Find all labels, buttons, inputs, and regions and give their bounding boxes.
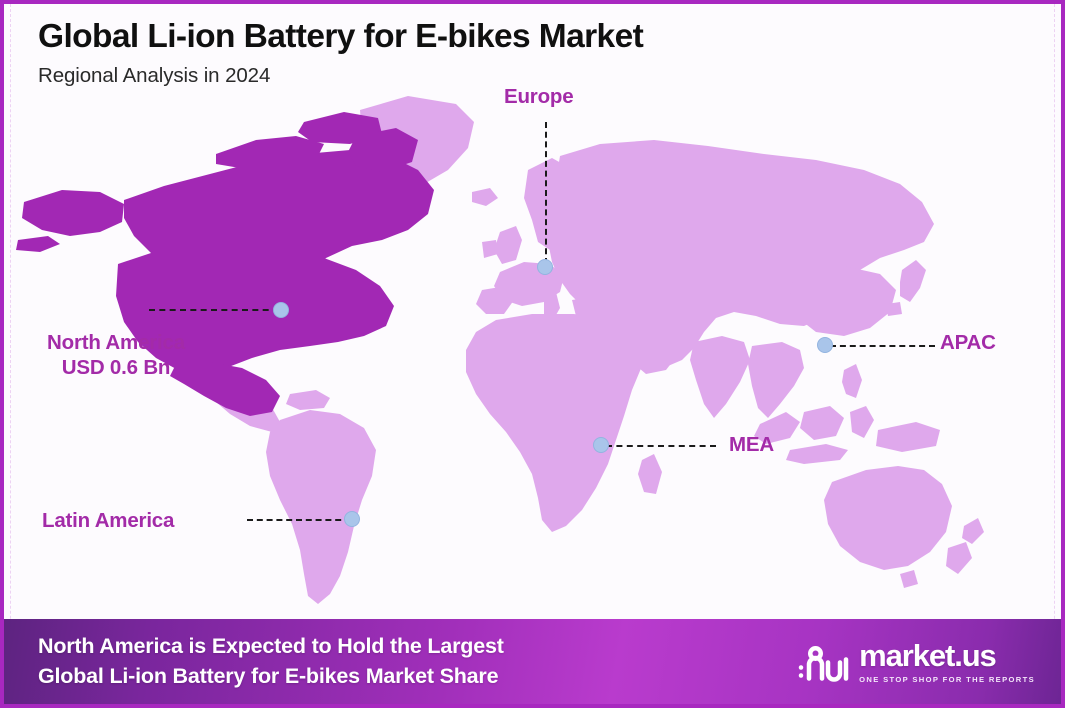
map-marker-latin-america[interactable] <box>344 511 360 527</box>
map-shape-philippines <box>842 364 862 398</box>
map-shape-ireland <box>482 240 498 258</box>
map-shape-sulawesi <box>850 406 874 438</box>
leader-line-latin-america <box>247 519 351 521</box>
map-shape-india <box>690 336 750 418</box>
map-shape-turkey <box>572 294 632 320</box>
map-shape-south-america <box>266 410 376 604</box>
map-shape-borneo <box>800 406 844 440</box>
map-shape-caribbean <box>286 390 330 410</box>
map-shape-new-guinea <box>876 422 940 452</box>
header: Global Li-ion Battery for E-bikes Market… <box>38 18 644 88</box>
page-title: Global Li-ion Battery for E-bikes Market <box>38 18 644 55</box>
callout-mea-label: MEA <box>729 433 774 456</box>
bottom-banner: North America is Expected to Hold the La… <box>4 619 1061 704</box>
map-shape-british-isles <box>494 226 522 264</box>
map-shape-baffin <box>348 128 418 172</box>
map-shape-new-zealand-north <box>962 518 984 544</box>
map-shape-east-asia <box>790 266 896 336</box>
map-shape-australia <box>824 466 952 570</box>
map-shape-sumatra <box>754 412 800 444</box>
leader-line-apac <box>830 345 935 347</box>
brand-logo[interactable]: market.us ONE STOP SHOP FOR THE REPORTS <box>798 640 1035 684</box>
brand-tagline: ONE STOP SHOP FOR THE REPORTS <box>859 674 1035 684</box>
map-shape-iberia <box>476 286 514 314</box>
world-map <box>4 74 1061 619</box>
world-map-svg <box>16 96 984 604</box>
map-shape-new-zealand-south <box>946 542 972 574</box>
callout-europe-label: Europe <box>504 85 574 108</box>
map-shape-japan-south <box>886 302 902 316</box>
map-shape-arabia <box>622 322 680 374</box>
brand-logo-text: market.us ONE STOP SHOP FOR THE REPORTS <box>859 640 1035 684</box>
leader-line-mea <box>606 445 716 447</box>
map-shape-madagascar <box>638 454 662 494</box>
map-shape-southeast-asia <box>748 342 804 418</box>
map-marker-apac[interactable] <box>817 337 833 353</box>
brand-name: market.us <box>859 637 997 673</box>
banner-statement-line2: Global Li-ion Battery for E-bikes Market… <box>38 663 499 688</box>
map-region-group-other <box>216 96 984 604</box>
banner-statement: North America is Expected to Hold the La… <box>38 632 504 691</box>
page-subtitle: Regional Analysis in 2024 <box>38 63 271 87</box>
map-marker-europe[interactable] <box>537 259 553 275</box>
callout-latin-america-label: Latin America <box>42 509 175 532</box>
callout-north-america-label: North America <box>47 331 185 354</box>
map-shape-japan <box>900 260 926 302</box>
leader-line-europe <box>545 122 547 264</box>
leader-line-north-america <box>149 309 279 311</box>
map-marker-north-america[interactable] <box>273 302 289 318</box>
map-shape-aleutians <box>16 236 60 252</box>
map-marker-mea[interactable] <box>593 437 609 453</box>
banner-statement-line1: North America is Expected to Hold the La… <box>38 633 504 658</box>
market-us-logo-icon <box>798 645 849 682</box>
map-shape-eurasia <box>548 140 934 366</box>
callout-north-america-value: USD 0.6 Bn <box>61 356 171 379</box>
callout-north-america: North America USD 0.6 Bn <box>18 330 214 380</box>
map-shape-tasmania <box>900 570 918 588</box>
map-shape-java <box>786 444 848 464</box>
map-shape-mexico <box>170 362 280 416</box>
map-shape-canada-arctic-1 <box>216 136 324 168</box>
map-shape-korea <box>876 288 888 304</box>
map-shape-iceland <box>472 188 498 206</box>
map-shape-alaska <box>22 190 124 236</box>
callout-apac-label: APAC <box>940 331 996 354</box>
map-shape-africa <box>466 314 646 532</box>
